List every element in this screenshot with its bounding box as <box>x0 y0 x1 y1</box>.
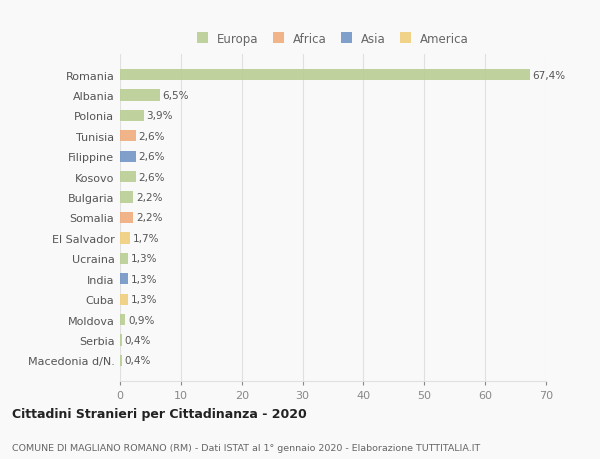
Text: 2,6%: 2,6% <box>138 152 165 162</box>
Bar <box>120 233 130 244</box>
Text: 1,3%: 1,3% <box>130 274 157 284</box>
Text: 1,3%: 1,3% <box>130 295 157 304</box>
Text: Cittadini Stranieri per Cittadinanza - 2020: Cittadini Stranieri per Cittadinanza - 2… <box>12 407 307 420</box>
Legend: Europa, Africa, Asia, America: Europa, Africa, Asia, America <box>197 33 469 46</box>
Text: 1,3%: 1,3% <box>130 254 157 264</box>
Bar <box>120 111 144 122</box>
Bar <box>120 70 530 81</box>
Text: 2,6%: 2,6% <box>138 172 165 182</box>
Text: 2,6%: 2,6% <box>138 132 165 141</box>
Bar <box>120 253 128 264</box>
Bar <box>120 172 136 183</box>
Bar <box>120 131 136 142</box>
Text: 2,2%: 2,2% <box>136 213 163 223</box>
Bar <box>120 355 122 366</box>
Bar <box>120 335 122 346</box>
Text: 1,7%: 1,7% <box>133 233 159 243</box>
Text: 0,4%: 0,4% <box>125 335 151 345</box>
Bar <box>120 151 136 162</box>
Bar <box>120 192 133 203</box>
Bar <box>120 314 125 325</box>
Text: 6,5%: 6,5% <box>162 91 188 101</box>
Bar <box>120 90 160 101</box>
Text: COMUNE DI MAGLIANO ROMANO (RM) - Dati ISTAT al 1° gennaio 2020 - Elaborazione TU: COMUNE DI MAGLIANO ROMANO (RM) - Dati IS… <box>12 443 480 452</box>
Text: 67,4%: 67,4% <box>533 71 566 80</box>
Bar <box>120 213 133 224</box>
Text: 0,4%: 0,4% <box>125 356 151 365</box>
Text: 0,9%: 0,9% <box>128 315 154 325</box>
Text: 3,9%: 3,9% <box>146 111 173 121</box>
Text: 2,2%: 2,2% <box>136 193 163 203</box>
Bar <box>120 274 128 285</box>
Bar <box>120 294 128 305</box>
